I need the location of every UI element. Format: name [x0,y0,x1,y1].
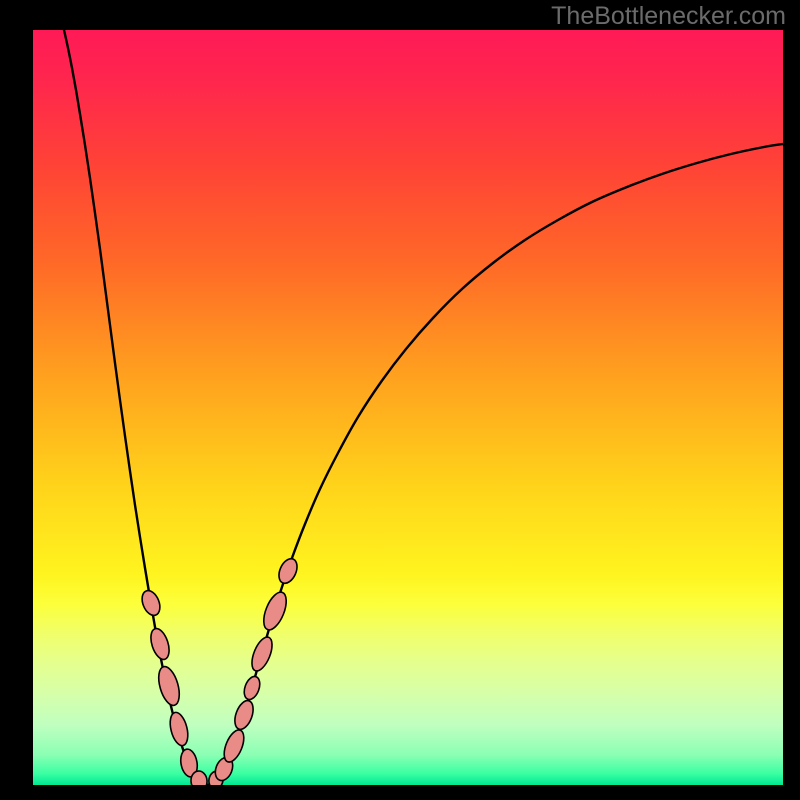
right-marker-6 [259,589,291,633]
right-marker-3 [231,698,256,732]
right-marker-2 [220,727,248,765]
right-marker-4 [241,674,262,701]
plot-area [33,30,783,785]
right-marker-5 [248,634,276,673]
right-marker-7 [275,556,300,586]
curves-layer [33,30,783,785]
left-marker-0 [139,588,164,618]
bottleneck-chart: TheBottlenecker.com [0,0,800,800]
left-marker-2 [155,664,183,707]
left-marker-3 [167,711,191,748]
watermark-text: TheBottlenecker.com [551,2,786,31]
left-marker-1 [147,626,172,661]
right-curve [206,144,783,785]
left-curve [64,30,206,785]
